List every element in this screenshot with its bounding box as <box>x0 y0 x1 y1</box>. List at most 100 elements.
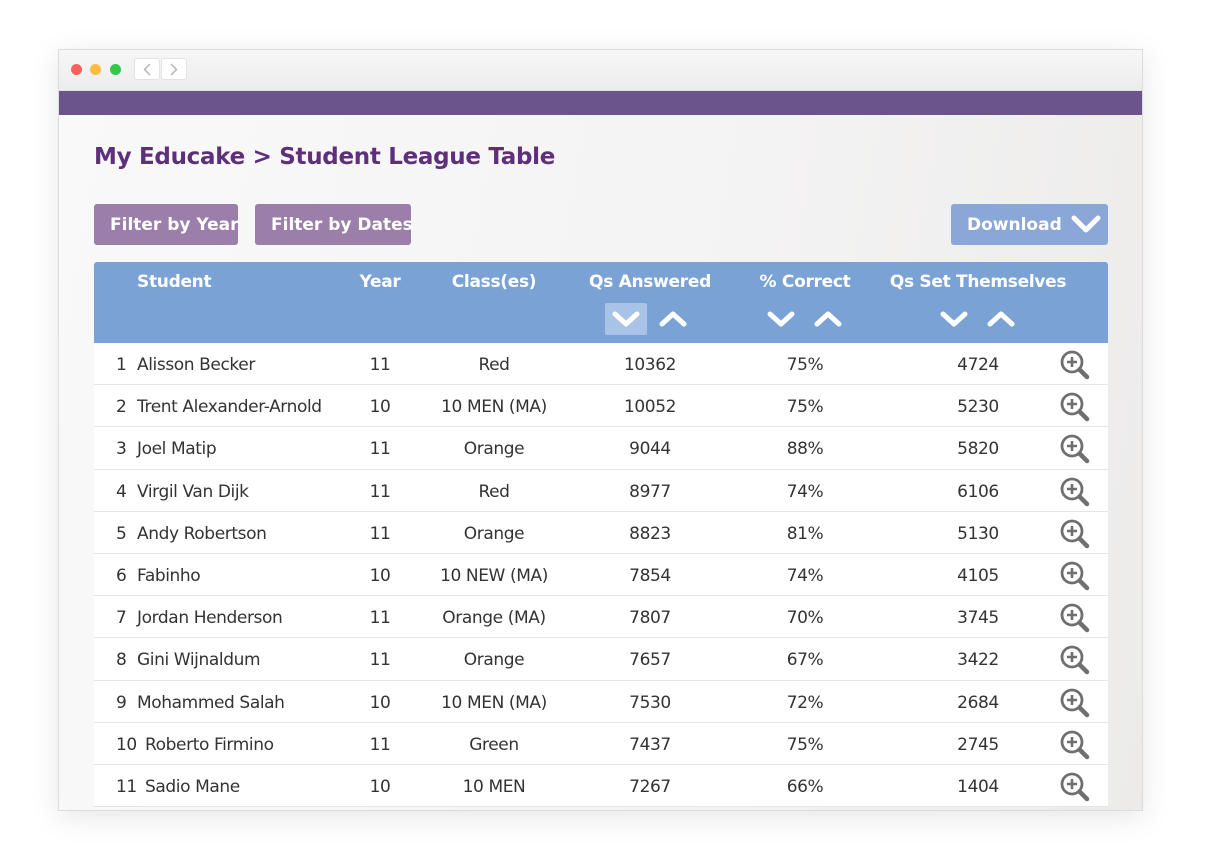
qs-answered-cell: 10362 <box>623 355 677 375</box>
chevron-right-icon <box>170 63 178 75</box>
student-name-cell: Gini Wijnaldum <box>137 650 261 671</box>
table-header: Student Year Class(es) Qs Answered % Cor… <box>94 262 1108 343</box>
qs-set-cell: 2745 <box>957 734 999 755</box>
rank-cell: 6 <box>116 565 127 586</box>
class-cell: Orange <box>463 523 525 544</box>
view-details-button[interactable] <box>1059 644 1091 681</box>
zoom-in-icon <box>1060 645 1090 675</box>
qs-answered-cell: 7530 <box>629 692 671 713</box>
chevron-up-icon <box>659 311 687 327</box>
table-row: 4 Virgil Van Dijk 11 Red 8977 74% 6106 <box>94 470 1108 512</box>
year-cell: 11 <box>369 650 391 671</box>
year-cell: 11 <box>369 734 391 755</box>
table-row: 7 Jordan Henderson 11 Orange (MA) 7807 7… <box>94 596 1108 639</box>
sort-set-ascending-button[interactable] <box>980 303 1022 335</box>
chevron-up-icon <box>814 311 842 327</box>
view-details-button[interactable] <box>1059 602 1091 639</box>
year-cell: 11 <box>369 481 391 502</box>
qs-answered-cell: 9044 <box>629 439 671 460</box>
qs-set-cell: 5130 <box>957 523 999 544</box>
rank-cell: 7 <box>116 608 127 629</box>
student-name-cell: Sadio Mane <box>145 776 240 797</box>
chevron-down-icon <box>1071 215 1101 233</box>
student-name-cell: Roberto Firmino <box>145 734 274 755</box>
class-cell: Orange <box>463 439 525 460</box>
table-row: 6 Fabinho 10 10 NEW (MA) 7854 74% 4105 <box>94 554 1108 597</box>
class-cell: 10 MEN <box>462 776 526 797</box>
qs-set-cell: 3422 <box>957 650 999 671</box>
percent-correct-cell: 81% <box>786 523 824 544</box>
view-details-button[interactable] <box>1059 391 1091 428</box>
view-details-button[interactable] <box>1059 560 1091 597</box>
header-qs-set-themselves: Qs Set Themselves <box>889 272 1067 292</box>
page-title: My Educake > Student League Table <box>94 144 556 170</box>
qs-answered-cell: 7807 <box>629 608 671 629</box>
qs-answered-cell: 7437 <box>629 734 671 755</box>
close-window-dot[interactable] <box>71 64 82 75</box>
class-cell: Red <box>478 355 510 375</box>
rank-cell: 4 <box>116 481 127 502</box>
view-details-button[interactable] <box>1059 729 1091 766</box>
view-details-button[interactable] <box>1059 349 1091 386</box>
filter-by-dates-button[interactable]: Filter by Dates <box>255 204 413 245</box>
percent-correct-cell: 74% <box>786 481 824 502</box>
sort-answered-descending-button[interactable] <box>605 303 647 335</box>
year-cell: 10 <box>369 776 391 797</box>
filter-by-year-button[interactable]: Filter by Year <box>94 204 239 245</box>
student-name-cell: Andy Robertson <box>137 523 267 544</box>
sort-correct-descending-button[interactable] <box>760 303 802 335</box>
browser-titlebar <box>59 50 1142 91</box>
view-details-button[interactable] <box>1059 687 1091 724</box>
rank-cell: 2 <box>116 397 127 418</box>
table-row: 1 Alisson Becker 11 Red 10362 75% 4724 <box>94 343 1108 386</box>
sort-set-descending-button[interactable] <box>933 303 975 335</box>
qs-set-cell: 3745 <box>957 608 999 629</box>
qs-set-cell: 6106 <box>957 481 999 502</box>
header-classes: Class(es) <box>451 272 537 292</box>
table-row: 3 Joel Matip 11 Orange 9044 88% 5820 <box>94 427 1108 470</box>
rank-cell: 9 <box>116 692 127 713</box>
sort-correct-ascending-button[interactable] <box>807 303 849 335</box>
year-cell: 11 <box>369 608 391 629</box>
rank-cell: 1 <box>116 355 127 375</box>
qs-set-cell: 5820 <box>957 439 999 460</box>
back-button[interactable] <box>134 58 160 80</box>
header-percent-correct: % Correct <box>759 272 851 292</box>
qs-answered-cell: 8823 <box>629 523 671 544</box>
maximize-window-dot[interactable] <box>110 64 121 75</box>
qs-set-cell: 4105 <box>957 565 999 586</box>
zoom-in-icon <box>1060 434 1090 464</box>
student-name-cell: Fabinho <box>137 565 201 586</box>
year-cell: 10 <box>369 692 391 713</box>
league-table: Student Year Class(es) Qs Answered % Cor… <box>94 262 1108 808</box>
header-student: Student <box>137 272 212 292</box>
view-details-button[interactable] <box>1059 771 1091 808</box>
qs-answered-cell: 7267 <box>629 776 671 797</box>
sort-answered-ascending-button[interactable] <box>652 303 694 335</box>
percent-correct-cell: 75% <box>786 397 824 418</box>
table-row: 9 Mohammed Salah 10 10 MEN (MA) 7530 72%… <box>94 681 1108 723</box>
chevron-up-icon <box>987 311 1015 327</box>
qs-answered-cell: 7657 <box>629 650 671 671</box>
view-details-button[interactable] <box>1059 433 1091 470</box>
percent-correct-cell: 74% <box>786 565 824 586</box>
view-details-button[interactable] <box>1059 518 1091 555</box>
class-cell: Red <box>478 481 510 502</box>
qs-set-cell: 1404 <box>957 776 999 797</box>
chevron-down-icon <box>612 311 640 327</box>
zoom-in-icon <box>1060 392 1090 422</box>
qs-answered-cell: 7854 <box>629 565 671 586</box>
percent-correct-cell: 75% <box>786 355 824 375</box>
qs-answered-cell: 10052 <box>623 397 677 418</box>
table-row: 2 Trent Alexander-Arnold 10 10 MEN (MA) … <box>94 385 1108 428</box>
download-button[interactable]: Download <box>951 204 1108 245</box>
table-row: 11 Sadio Mane 10 10 MEN 7267 66% 1404 <box>94 765 1108 808</box>
chevron-left-icon <box>143 63 151 75</box>
percent-correct-cell: 88% <box>786 439 824 460</box>
year-cell: 11 <box>369 439 391 460</box>
minimize-window-dot[interactable] <box>90 64 101 75</box>
student-name-cell: Joel Matip <box>137 439 217 460</box>
student-name-cell: Trent Alexander-Arnold <box>137 397 322 418</box>
view-details-button[interactable] <box>1059 476 1091 513</box>
forward-button[interactable] <box>161 58 187 80</box>
